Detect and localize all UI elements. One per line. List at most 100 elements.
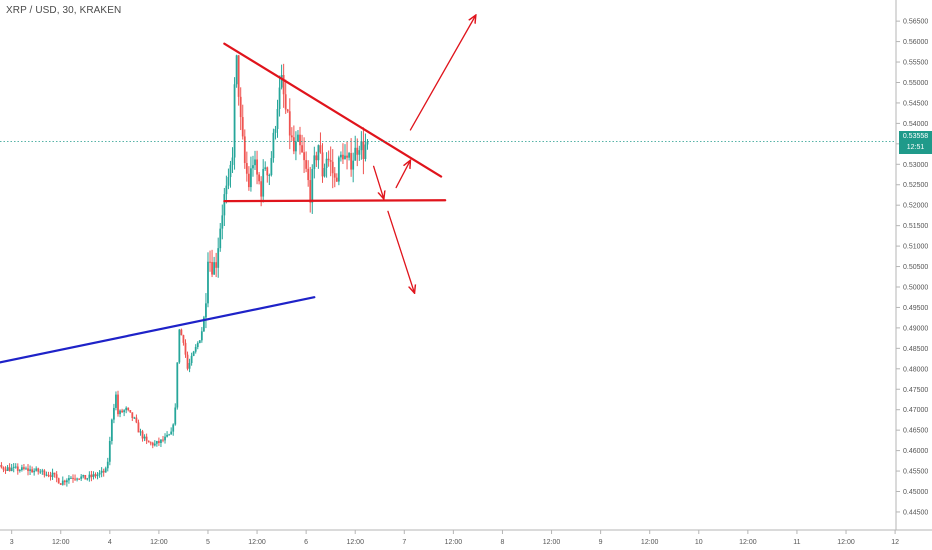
time-tick-label: 12:00 <box>346 539 364 546</box>
candle-up <box>96 474 99 477</box>
price-tick-label: 0.52500 <box>903 182 928 189</box>
candle-down <box>47 474 50 476</box>
candle-down <box>84 474 87 480</box>
red-trendline[interactable] <box>223 199 447 203</box>
candle-up <box>153 443 156 446</box>
candle-down <box>241 117 244 137</box>
projection-arrow[interactable] <box>387 210 415 293</box>
projection-arrow[interactable] <box>372 165 384 199</box>
drawings-layer[interactable] <box>0 15 476 380</box>
blue-trendline[interactable] <box>0 296 316 380</box>
price-tick-label: 0.47000 <box>903 407 928 414</box>
candle-down <box>8 467 11 472</box>
candle-up <box>143 436 146 439</box>
candles-group <box>0 54 369 487</box>
candle-up <box>229 164 232 178</box>
candle-up <box>274 129 277 133</box>
candle-down <box>149 442 152 444</box>
candle-down <box>78 478 81 480</box>
candle-up <box>280 75 283 88</box>
candle-down <box>215 262 218 268</box>
candle-down <box>141 431 144 439</box>
candle-up <box>235 55 238 85</box>
candle-down <box>16 466 19 471</box>
candle-up <box>364 144 367 159</box>
candle-down <box>327 158 330 161</box>
price-tick-label: 0.46000 <box>903 448 928 455</box>
candle-down <box>94 474 97 477</box>
candle-down <box>319 145 322 153</box>
candle-up <box>166 434 168 437</box>
candle-up <box>25 468 27 470</box>
candle-up <box>125 407 128 411</box>
candle-down <box>43 470 46 476</box>
candle-up <box>352 160 355 170</box>
candle-up <box>223 194 226 216</box>
time-tick-label: 7 <box>402 539 406 546</box>
candle-down <box>145 436 148 441</box>
candle-up <box>174 407 177 425</box>
symbol-title: XRP / USD, 30, KRAKEN <box>6 5 122 16</box>
candle-up <box>262 168 265 197</box>
candle-up <box>252 165 254 169</box>
candle-down <box>292 137 295 152</box>
candle-down <box>321 152 324 177</box>
candle-down <box>245 163 248 174</box>
price-tick-label: 0.44500 <box>903 509 928 516</box>
price-tick-label: 0.51000 <box>903 244 928 251</box>
candle-up <box>76 478 78 480</box>
price-tick-label: 0.54500 <box>903 100 928 107</box>
candle-down <box>356 147 359 155</box>
time-axis[interactable]: 3 12:00 4 12:00 5 12:00 6 12:00 7 12:00 8 12:00 9 12:… <box>0 529 932 546</box>
candle-down <box>129 410 132 413</box>
candle-down <box>247 173 250 188</box>
candle-down <box>260 181 263 197</box>
price-tick-label: 0.48500 <box>903 346 928 353</box>
candle-up <box>6 467 9 471</box>
time-tick-label: 12 <box>891 539 899 546</box>
candle-up <box>354 147 357 161</box>
projection-arrow[interactable] <box>395 160 410 189</box>
candle-down <box>288 111 291 136</box>
price-tick-label: 0.53000 <box>903 162 928 169</box>
red-trendline[interactable] <box>223 42 443 178</box>
candle-up <box>358 150 361 155</box>
candle-up <box>86 478 89 480</box>
time-tick-label: 5 <box>206 539 210 546</box>
candle-up <box>196 342 199 348</box>
candle-up <box>10 467 13 472</box>
candle-down <box>57 478 60 484</box>
candle-up <box>190 355 193 364</box>
candle-up <box>65 480 68 483</box>
time-tick-label: 6 <box>304 539 308 546</box>
time-tick-label: 8 <box>501 539 505 546</box>
candle-up <box>225 185 228 195</box>
candle-up <box>188 363 191 369</box>
time-tick-label: 12:00 <box>739 539 757 546</box>
current-price-value: 0.53558 <box>902 133 929 140</box>
price-tick-label: 0.45000 <box>903 489 928 496</box>
price-tick-label: 0.46500 <box>903 428 928 435</box>
candle-down <box>37 468 40 472</box>
candle-up <box>110 419 113 442</box>
price-tick-label: 0.49500 <box>903 305 928 312</box>
time-tick-label: 9 <box>599 539 603 546</box>
candle-down <box>305 160 308 169</box>
candle-down <box>290 135 293 138</box>
candle-up <box>337 157 340 182</box>
candle-up <box>233 84 236 158</box>
candle-down <box>286 109 289 112</box>
candle-up <box>108 441 111 462</box>
candle-up <box>219 228 222 249</box>
candle-up <box>51 472 54 477</box>
projection-arrow[interactable] <box>409 15 475 131</box>
current-price-label: 0.53558 12:51 <box>899 131 932 154</box>
candle-up <box>33 470 36 473</box>
candle-down <box>256 159 258 175</box>
candle-up <box>164 436 166 441</box>
candle-down <box>237 55 240 97</box>
price-axis[interactable]: 0.56500 0.56000 0.55500 0.55000 0.54500 0.540… <box>895 0 928 530</box>
candle-down <box>284 94 287 110</box>
candle-up <box>311 168 314 203</box>
